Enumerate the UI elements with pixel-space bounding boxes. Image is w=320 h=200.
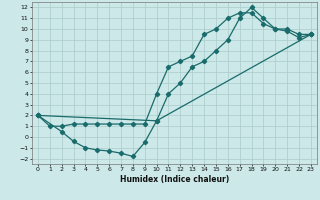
X-axis label: Humidex (Indice chaleur): Humidex (Indice chaleur) bbox=[120, 175, 229, 184]
